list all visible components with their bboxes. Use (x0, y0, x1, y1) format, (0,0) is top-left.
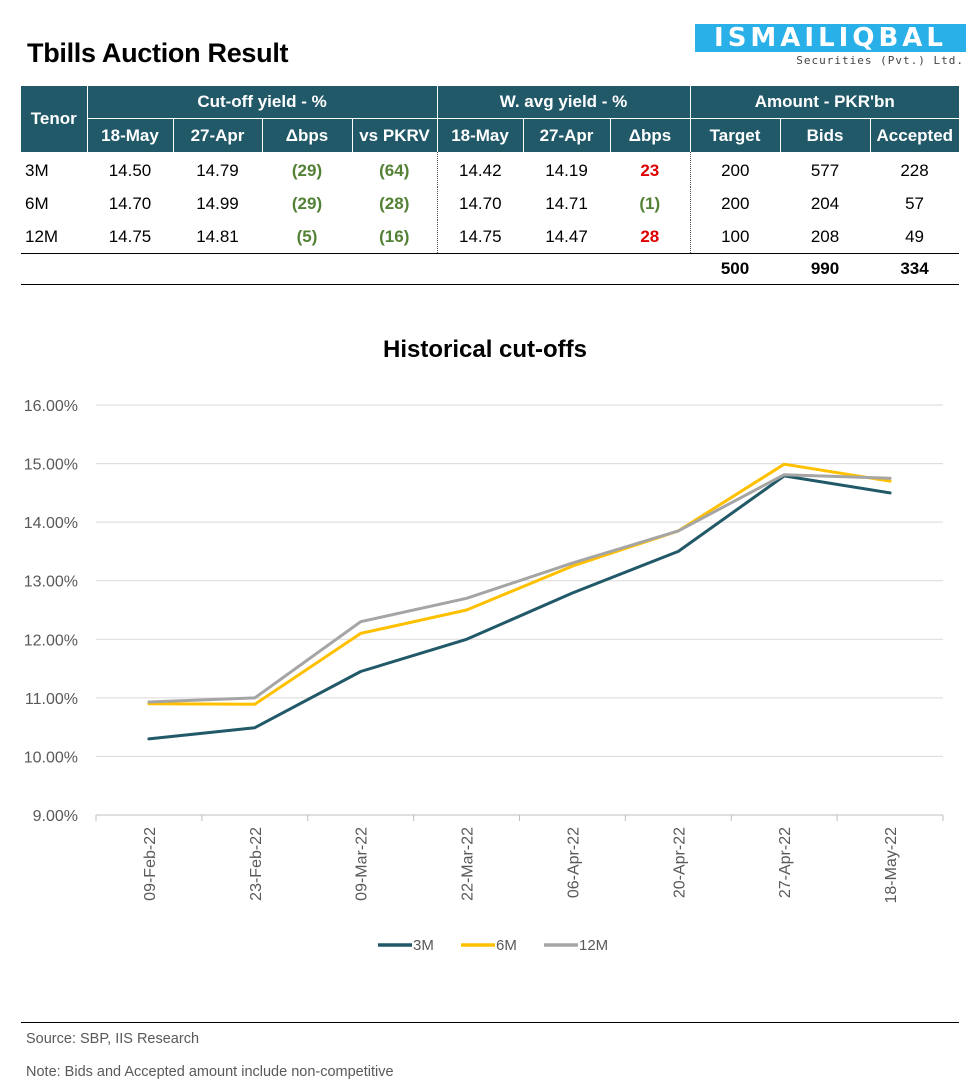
x-tick-label: 09-Feb-22 (142, 827, 159, 901)
col-header: 27-Apr (523, 118, 611, 152)
logo-wordmark: ISMAILIQBAL (695, 24, 966, 52)
tenor-cell: 6M (25, 193, 49, 213)
table-cell: (29) (291, 193, 323, 213)
footer-divider (21, 1022, 959, 1023)
table-cell: (5) (262, 220, 352, 254)
table-cell: (29) (291, 160, 323, 180)
col-header: Bids (780, 118, 871, 152)
totals-row: 500 990 334 (21, 253, 960, 285)
table-cell: (64) (352, 152, 438, 187)
col-header: vs PKRV (352, 118, 438, 152)
table-cell: 14.70 (458, 193, 502, 213)
table-cell: 49 (870, 220, 960, 254)
table-row: 12M 14.75 14.81 (5) (16) 14.75 14.47 28 … (21, 220, 960, 254)
table-cell: 14.75 (437, 220, 524, 254)
x-tick-label: 27-Apr-22 (777, 827, 794, 898)
table-cell: 14.99 (196, 193, 239, 213)
group-header-amount: Amount - PKR'bn (690, 86, 960, 119)
y-tick-label: 15.00% (24, 457, 78, 474)
x-tick-label: 22-Mar-22 (460, 827, 477, 901)
series-line-12M (147, 473, 892, 704)
legend-label: 6M (496, 937, 517, 954)
x-tick-label: 23-Feb-22 (248, 827, 265, 901)
table-cell: 14.71 (545, 193, 588, 213)
source-note: Source: SBP, IIS Research (26, 1031, 200, 1047)
table-cell: 204 (810, 193, 840, 213)
table-cell: 100 (690, 220, 781, 254)
col-header: 27-Apr (173, 118, 263, 152)
table-cell: 14.81 (173, 220, 262, 254)
y-tick-label: 9.00% (33, 808, 78, 825)
col-header: 18-May (87, 118, 174, 152)
company-logo: ISMAILIQBAL Securities (Pvt.) Ltd. (695, 24, 970, 70)
chart-title: Historical cut-offs (382, 336, 588, 363)
col-header: Δbps (262, 118, 353, 152)
table-cell: 14.75 (87, 220, 173, 254)
chart-gridlines (96, 404, 943, 816)
y-tick-label: 16.00% (24, 398, 78, 415)
y-tick-label: 11.00% (25, 691, 78, 708)
tenor-cell: 12M (21, 220, 87, 254)
table-cell: 57 (905, 193, 924, 213)
legend-label: 3M (413, 937, 434, 954)
series-line-3M (147, 474, 892, 741)
table-cell: (16) (352, 220, 438, 254)
x-tick-label: 09-Mar-22 (354, 827, 371, 901)
table-cell: 14.79 (196, 160, 239, 180)
col-header: Accepted (870, 118, 960, 152)
tenor-header: Tenor (21, 86, 88, 152)
table-cell: 577 (810, 160, 840, 180)
table-cell: 28 (610, 220, 691, 254)
x-tick-label: 18-May-22 (883, 827, 900, 904)
group-header-cutoff: Cut-off yield - % (87, 86, 438, 119)
total-target: 500 (690, 253, 781, 285)
table-cell: 208 (780, 220, 871, 254)
legend-label: 12M (579, 937, 608, 954)
y-axis: 9.00% 10.00% 11.00% 12.00% 13.00% 14.00% 15.00… (24, 398, 78, 825)
page-title: Tbills Auction Result (27, 38, 289, 68)
tenor-cell: 3M (25, 160, 49, 180)
table-row: 3M 14.50 14.79 (29) (64) 14.42 14.19 23 … (21, 152, 959, 187)
footnote: Note: Bids and Accepted amount include n… (26, 1064, 394, 1080)
logo-subtitle: Securities (Pvt.) Ltd. (796, 54, 964, 67)
table-cell: 14.19 (545, 160, 588, 180)
x-tick-label: 20-Apr-22 (671, 827, 688, 898)
y-tick-label: 12.00% (24, 632, 78, 649)
group-header-wavg: W. avg yield - % (437, 86, 691, 119)
table-cell: (1) (610, 187, 691, 220)
table-cell: (28) (352, 187, 438, 220)
x-tick-label: 06-Apr-22 (565, 827, 582, 898)
y-tick-label: 10.00% (24, 749, 78, 766)
table-cell: 14.70 (108, 193, 152, 213)
auction-result-table: Tenor Cut-off yield - % W. avg yield - %… (21, 86, 960, 285)
total-bids: 990 (780, 253, 871, 285)
col-header: Target (690, 118, 781, 152)
y-tick-label: 14.00% (24, 515, 78, 532)
chart-legend: 3M 6M 12M (378, 937, 608, 954)
col-header: Δbps (610, 118, 691, 152)
table-cell: 14.47 (523, 220, 611, 254)
table-cell: 200 (721, 193, 750, 213)
table-cell: 14.42 (458, 160, 502, 180)
col-header: 18-May (437, 118, 524, 152)
totals-spacer (21, 253, 691, 285)
x-axis: 09-Feb-22 23-Feb-22 09-Mar-22 22-Mar-22 06-A… (95, 815, 944, 904)
table-cell: 228 (900, 160, 929, 180)
table-cell: 23 (610, 152, 691, 187)
y-tick-label: 13.00% (24, 574, 78, 591)
total-accepted: 334 (870, 253, 960, 285)
table-row: 6M 14.70 14.99 (29) (28) 14.70 14.71 (1)… (21, 187, 959, 220)
table-cell: 14.50 (108, 160, 152, 180)
chart-series (147, 462, 892, 741)
table-cell: 200 (721, 160, 750, 180)
series-line-6M (147, 462, 892, 706)
historical-cutoffs-chart: 9.00% 10.00% 11.00% 12.00% 13.00% 14.00% 15.00… (24, 398, 944, 954)
